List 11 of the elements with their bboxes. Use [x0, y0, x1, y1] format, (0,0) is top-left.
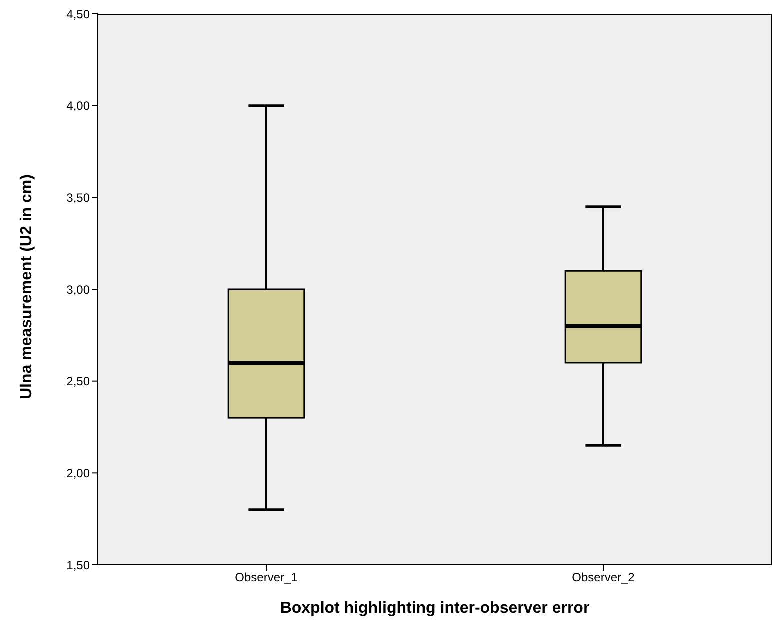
y-tick-label: 4,50 — [66, 7, 90, 22]
y-tick-label: 2,00 — [66, 466, 90, 480]
y-tick-label: 3,00 — [66, 282, 90, 297]
y-tick-label: 1,50 — [66, 558, 90, 572]
y-tick-label: 2,50 — [66, 374, 90, 389]
y-tick-label: 3,50 — [66, 190, 90, 205]
x-tick-label: Observer_2 — [572, 570, 636, 585]
x-axis-title: Boxplot highlighting inter-observer error — [280, 600, 590, 617]
y-tick-label: 4,00 — [66, 99, 90, 114]
y-axis-title: Ulna measurement (U2 in cm) — [18, 174, 36, 400]
x-tick-label: Observer_1 — [235, 570, 298, 585]
